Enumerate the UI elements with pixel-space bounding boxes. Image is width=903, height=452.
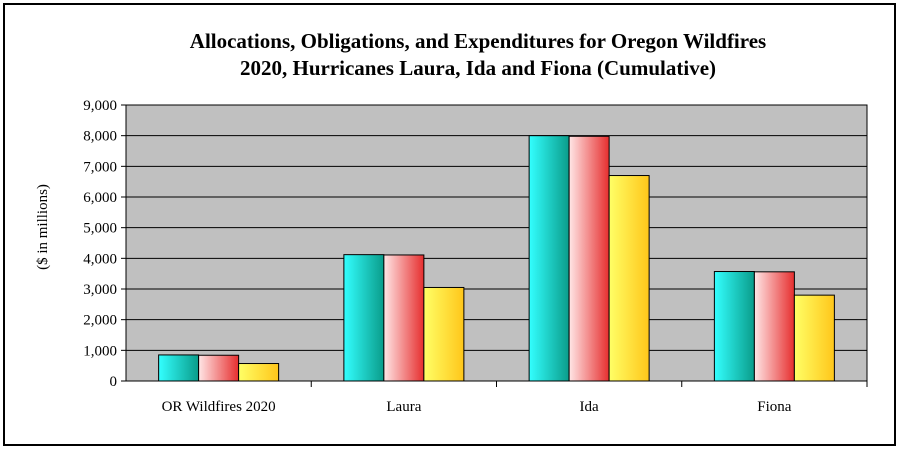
bar	[568, 135, 610, 382]
y-tick-label: 3,000	[83, 282, 117, 298]
bar	[713, 271, 755, 382]
bar	[238, 363, 280, 382]
y-tick-label: 7,000	[83, 159, 117, 175]
y-axis-label: ($ in millions)	[35, 184, 51, 270]
y-tick-label: 0	[110, 374, 118, 390]
chart-title: Allocations, Obligations, and Expenditur…	[190, 29, 766, 53]
bar	[753, 271, 795, 382]
x-category-label: Ida	[580, 399, 599, 415]
chart-frame: Allocations, Obligations, and Expenditur…	[3, 3, 896, 446]
y-tick-label: 2,000	[83, 313, 117, 329]
y-tick-label: 8,000	[83, 129, 117, 145]
bar	[343, 254, 385, 382]
bar	[198, 354, 240, 382]
x-category-label: OR Wildfires 2020	[162, 399, 276, 415]
y-tick-label: 5,000	[83, 221, 117, 237]
bar	[528, 135, 570, 382]
y-tick-label: 6,000	[83, 190, 117, 206]
axes	[121, 104, 868, 387]
x-category-label: Fiona	[757, 399, 792, 415]
y-tick-label: 4,000	[83, 251, 117, 267]
bar	[423, 286, 465, 382]
bar	[793, 294, 835, 382]
bars	[158, 135, 835, 382]
bar	[158, 354, 200, 382]
chart-subtitle: 2020, Hurricanes Laura, Ida and Fiona (C…	[240, 56, 716, 80]
bar	[608, 175, 650, 382]
y-tick-label: 1,000	[83, 343, 117, 359]
chart-svg: Allocations, Obligations, and Expenditur…	[35, 29, 868, 415]
y-tick-labels: 0 1,000 2,000 3,000 4,000 5,000 6,000 7,000 8,00…	[83, 98, 117, 390]
bar	[383, 254, 425, 382]
y-tick-label: 9,000	[83, 98, 117, 114]
x-category-labels: OR Wildfires 2020 Laura Ida Fiona	[162, 399, 792, 415]
x-category-label: Laura	[386, 399, 421, 415]
